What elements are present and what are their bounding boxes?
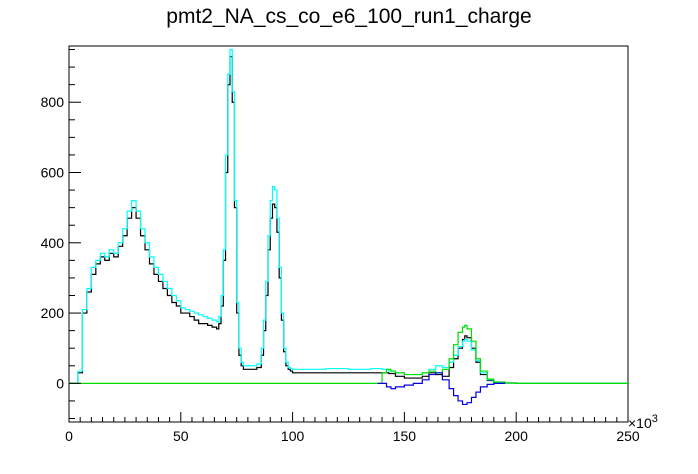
axis-layer: 0 50 100 150 200 250 0 200 400 600 800 bbox=[41, 49, 640, 444]
x-multiplier-exponent: 3 bbox=[652, 413, 658, 425]
x-tick-label: 50 bbox=[173, 428, 189, 444]
x-tick-label: 250 bbox=[616, 428, 640, 444]
y-tick-label: 200 bbox=[41, 305, 65, 321]
x-tick-label: 100 bbox=[281, 428, 305, 444]
chart-title: pmt2_NA_cs_co_e6_100_run1_charge bbox=[166, 5, 531, 28]
y-tick-label: 400 bbox=[41, 235, 65, 251]
x-tick-label: 0 bbox=[65, 428, 73, 444]
plot-frame bbox=[68, 45, 629, 423]
y-tick-label: 800 bbox=[41, 94, 65, 110]
series-line-1 bbox=[69, 48, 628, 384]
series-line-2 bbox=[69, 324, 628, 384]
y-tick-label: 0 bbox=[56, 375, 64, 391]
series-line-0 bbox=[69, 55, 628, 384]
x-tick-label: 200 bbox=[505, 428, 529, 444]
series-line-3 bbox=[377, 372, 506, 406]
x-tick-label: 150 bbox=[393, 428, 417, 444]
x-multiplier-label: ×103 bbox=[628, 413, 658, 431]
y-tick-label: 600 bbox=[41, 165, 65, 181]
x-multiplier-base: ×10 bbox=[628, 415, 652, 431]
series-layer bbox=[69, 48, 628, 406]
